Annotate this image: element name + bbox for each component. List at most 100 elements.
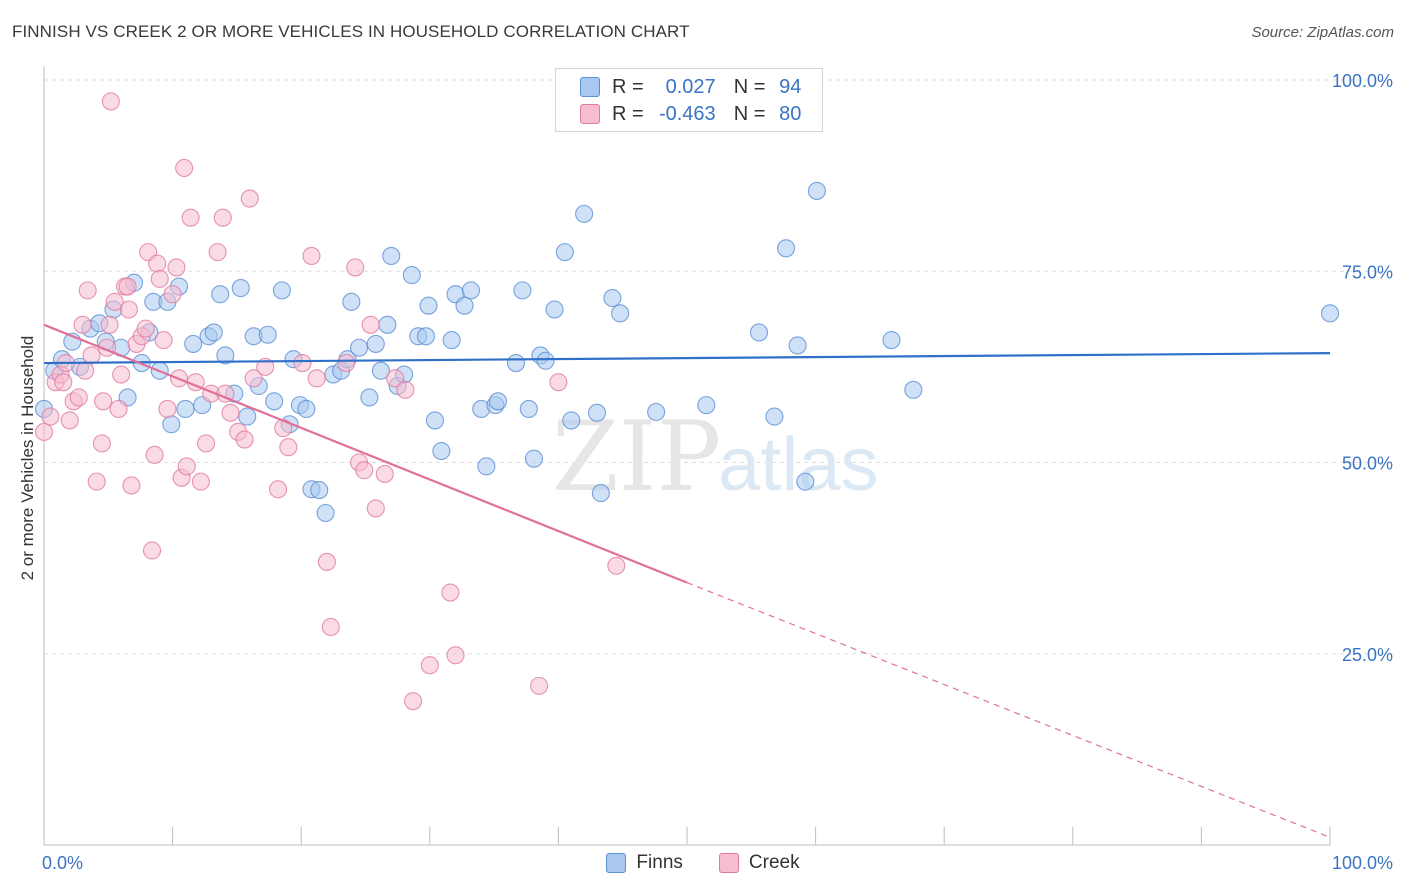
creek-point <box>163 285 182 304</box>
watermark-atlas: atlas <box>718 422 879 507</box>
finns-point <box>425 411 444 430</box>
y-axis-label: 2 or more Vehicles in Household <box>18 335 37 581</box>
creek-point <box>122 476 141 495</box>
creek-point <box>94 392 113 411</box>
creek-legend-label: Creek <box>748 852 800 873</box>
finns-point <box>555 243 574 262</box>
creek-point <box>240 189 259 208</box>
finns-point <box>587 403 607 422</box>
creek-n-value: 80 <box>779 102 802 125</box>
finns-r-value: 0.027 <box>665 75 716 98</box>
finns-point <box>536 351 555 370</box>
creek-point <box>148 254 167 273</box>
creek-point <box>446 646 465 665</box>
creek-point <box>307 369 326 388</box>
creek-r-label: R = <box>612 102 644 125</box>
chart-title: FINNISH VS CREEK 2 OR MORE VEHICLES IN H… <box>12 22 690 41</box>
creek-r-value: -0.463 <box>658 102 716 125</box>
creek-point <box>221 403 240 422</box>
finns-point <box>176 399 195 419</box>
finns-point <box>184 334 203 353</box>
creek-point <box>136 319 155 338</box>
creek-point <box>196 434 216 453</box>
finns-point <box>366 334 385 353</box>
stats-legend-row-finns: R = 0.027 N = 94 <box>580 74 801 100</box>
y-tick-label: 75.0% <box>1342 262 1393 282</box>
creek-trendline <box>43 323 688 584</box>
finns-point <box>204 323 223 342</box>
creek-point <box>119 300 138 319</box>
creek-point <box>441 583 460 602</box>
creek-point <box>101 92 120 111</box>
creek-point <box>54 373 73 392</box>
creek-point <box>213 208 232 227</box>
finns-point <box>350 338 369 357</box>
y-tick-label: 25.0% <box>1342 645 1393 665</box>
creek-point <box>181 208 200 227</box>
creek-point <box>82 346 101 365</box>
creek-n-label: N = <box>733 102 766 125</box>
finns-n-value: 94 <box>779 75 802 98</box>
creek-point <box>105 292 124 311</box>
creek-point <box>191 472 210 491</box>
series-legend: Finns Creek <box>0 852 1406 874</box>
creek-point <box>158 399 177 419</box>
finns-point <box>749 323 769 342</box>
creek-point <box>34 422 54 441</box>
finns-swatch <box>580 77 600 97</box>
finns-point <box>382 246 401 265</box>
finns-point <box>211 285 230 304</box>
finns-point <box>545 300 564 319</box>
finns-point <box>231 279 250 298</box>
finns-legend-label: Finns <box>636 852 683 873</box>
creek-point <box>420 656 439 675</box>
creek-point <box>346 258 365 277</box>
finns-point <box>488 392 508 411</box>
creek-point <box>69 388 88 407</box>
creek-point <box>208 243 227 262</box>
finns-point <box>575 204 594 223</box>
finns-point <box>378 315 397 334</box>
finns-point <box>442 331 461 350</box>
creek-point <box>607 556 626 575</box>
finns-point <box>882 331 901 350</box>
creek-point <box>118 277 137 296</box>
creek-point <box>396 380 415 399</box>
finns-point <box>562 411 581 430</box>
creek-point <box>142 541 162 560</box>
creek-point <box>145 445 164 464</box>
finns-point <box>647 402 666 422</box>
finns-point <box>904 380 923 399</box>
creek-point <box>317 552 336 572</box>
finns-point <box>265 392 284 411</box>
x-tick-label: 100.0% <box>1332 853 1393 873</box>
creek-point <box>60 411 79 430</box>
legend-item-creek[interactable]: Creek <box>718 852 800 874</box>
finns-point <box>342 292 361 311</box>
finns-r-label: R = <box>612 75 644 98</box>
finns-point <box>519 399 538 419</box>
y-tick-label: 50.0% <box>1342 454 1393 474</box>
creek-point <box>177 457 196 476</box>
finns-point <box>416 327 435 346</box>
finns-point <box>506 353 526 373</box>
finns-point <box>216 346 235 365</box>
creek-point <box>302 246 321 265</box>
creek-point <box>256 357 275 376</box>
legend-item-finns[interactable]: Finns <box>606 852 683 874</box>
finns-point <box>297 399 316 419</box>
creek-trendline-extension <box>686 582 1331 838</box>
creek-point <box>112 365 131 384</box>
creek-point <box>41 407 60 426</box>
creek-point <box>92 434 111 453</box>
finns-point <box>310 480 329 500</box>
creek-point <box>279 438 298 457</box>
finns-point <box>807 181 826 200</box>
creek-point <box>361 315 380 334</box>
creek-point <box>549 373 568 392</box>
finns-point <box>796 472 815 491</box>
finns-point <box>258 325 277 344</box>
finns-trendline <box>43 352 1331 365</box>
finns-point <box>697 396 716 415</box>
